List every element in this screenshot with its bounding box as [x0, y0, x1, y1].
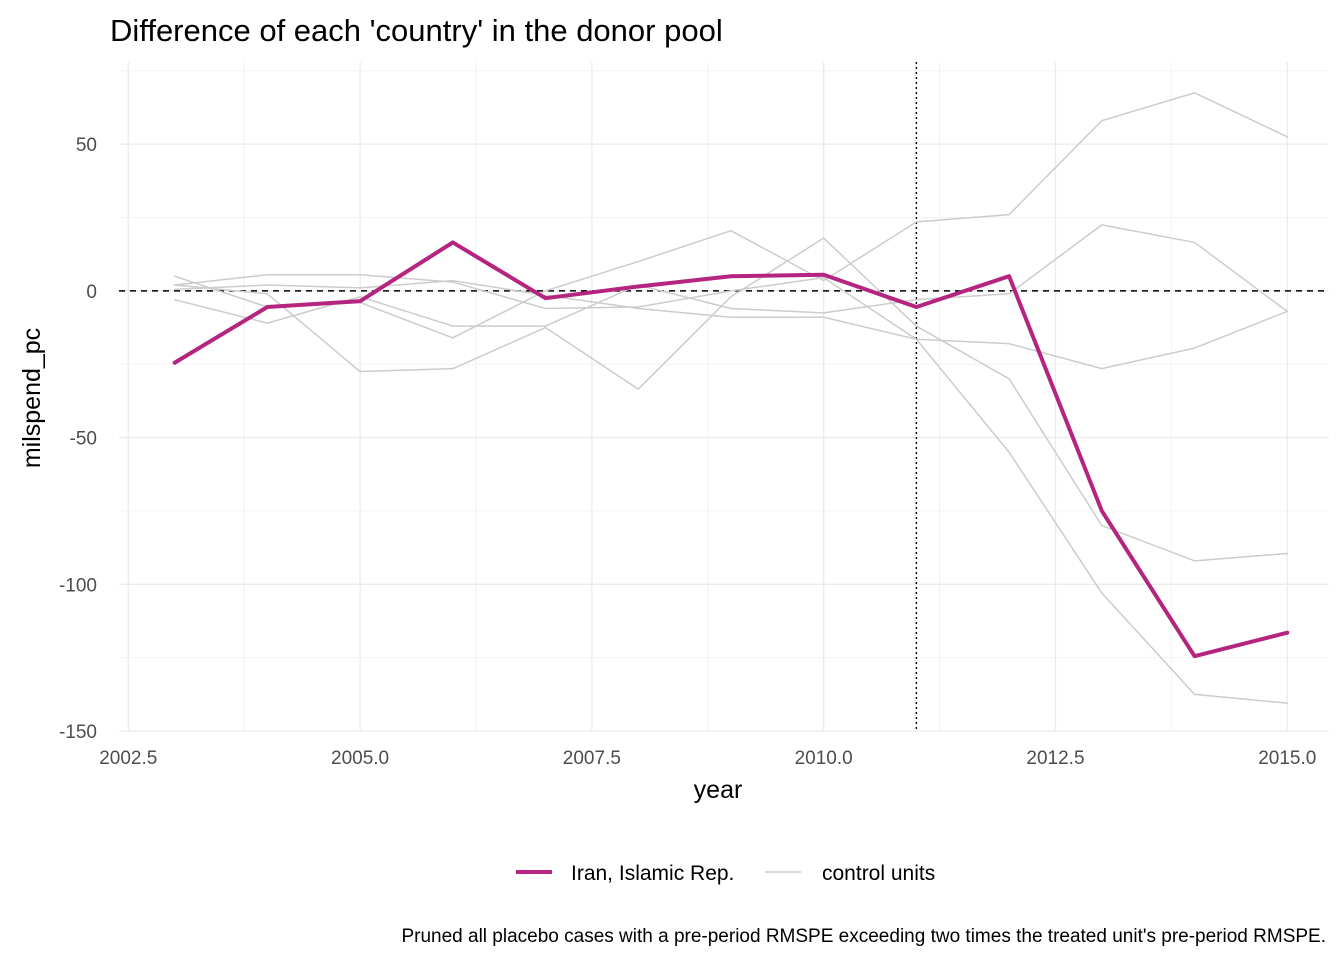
y-tick-label: -150: [59, 722, 97, 743]
y-tick-label: -100: [59, 575, 97, 596]
series-line-control: [173, 279, 1289, 704]
y-tick-label: 0: [86, 282, 97, 303]
minor-grid: [119, 62, 1329, 731]
caption: Pruned all placebo cases with a pre-peri…: [401, 926, 1326, 947]
legend-label: Iran, Islamic Rep.: [571, 862, 734, 885]
series-line-control: [173, 273, 1289, 370]
series-line-control: [173, 224, 1289, 327]
series-line-control: [173, 237, 1289, 562]
y-axis-title: milspend_pc: [18, 328, 46, 468]
y-tick-label: -50: [70, 429, 97, 450]
reference-lines: [119, 62, 1329, 731]
x-tick-label: 2007.5: [563, 748, 621, 769]
y-tick-label: 50: [76, 135, 97, 156]
series-line-treated: [172, 240, 1290, 659]
legend-label: control units: [822, 862, 935, 885]
legend: Iran, Islamic Rep. control units: [516, 862, 935, 885]
x-tick-label: 2005.0: [331, 748, 389, 769]
x-axis-title: year: [694, 776, 743, 804]
x-tick-labels: 2002.5 2005.0 2007.5 2010.0 2012.5 2015.0: [99, 748, 1316, 769]
major-grid: [119, 62, 1329, 732]
x-tick-label: 2012.5: [1026, 748, 1084, 769]
series-lines: [172, 92, 1290, 704]
x-tick-label: 2002.5: [99, 748, 157, 769]
x-tick-label: 2010.0: [795, 748, 853, 769]
y-tick-labels: -150 -100 -50 0 50: [59, 135, 97, 743]
chart-title: Difference of each 'country' in the dono…: [110, 13, 723, 48]
x-tick-label: 2015.0: [1258, 748, 1316, 769]
